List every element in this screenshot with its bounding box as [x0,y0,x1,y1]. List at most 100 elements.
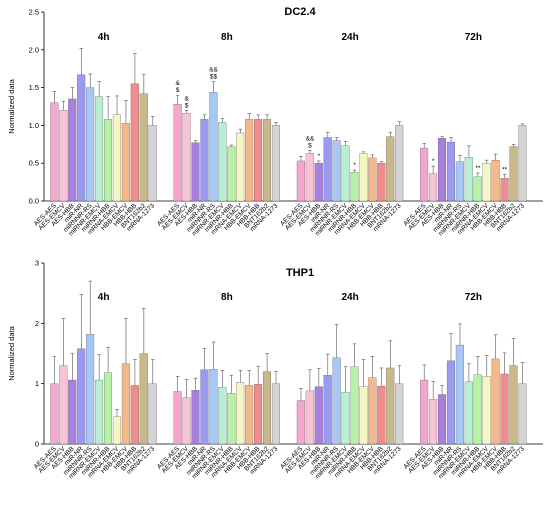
bar [395,383,404,445]
bar [209,91,218,202]
bar [482,376,491,445]
bar [200,119,209,202]
bar [148,383,157,445]
bar [86,87,95,202]
bar [130,83,139,202]
bar [182,397,191,445]
bar [103,119,113,202]
bar [59,110,68,202]
bar [420,147,429,202]
bar [359,153,368,202]
bar [218,122,227,202]
bar [429,173,438,202]
bar [262,119,272,202]
bar [209,369,218,445]
bar [112,114,121,202]
timepoint-label: 4h [98,32,110,43]
bar [341,145,350,202]
significance-mark: $ [185,102,189,109]
bar [121,363,130,445]
bar [254,384,263,445]
bar [473,176,482,202]
bar [305,390,314,445]
bar [191,142,200,202]
bar [148,125,157,202]
bar [359,386,368,445]
bar [227,393,236,445]
bar [464,157,473,202]
bar [139,93,148,202]
bar [377,385,386,445]
timepoint-label: 24h [342,32,359,43]
bar [482,163,491,202]
significance-mark: * [353,162,356,169]
bar [314,386,323,445]
bar [518,125,527,202]
bar [368,377,377,445]
bar [236,132,245,202]
significance-mark: & [184,95,189,102]
bar [173,104,182,202]
bar [121,122,130,202]
timepoint-label: 24h [342,292,359,303]
bar [296,400,305,445]
timepoint-label: 72h [465,292,482,303]
significance-mark: * [318,153,321,160]
bar [509,146,518,202]
bar [77,348,86,445]
bar [341,391,350,445]
y-tick-label: 1.5 [29,83,39,92]
timepoint-label: 8h [221,32,233,43]
bar [509,365,518,445]
bar [245,119,254,202]
bar [437,138,447,202]
significance-mark: $ [176,87,180,94]
bar [77,74,86,202]
bar [254,119,263,202]
bar [491,160,500,202]
timepoint-label: 8h [221,292,233,303]
bar [323,375,332,445]
significance-mark: $ [308,142,312,149]
bar [429,399,438,445]
bar [500,178,509,202]
bar [227,146,236,202]
bar [491,358,500,445]
significance-mark: & [176,80,181,87]
bar [455,344,464,445]
bar [103,372,113,445]
significance-mark: && [306,135,315,142]
bar [323,137,332,202]
bar [446,141,455,202]
bar [395,125,404,202]
y-axis-title: Normalized data [7,78,16,133]
bar [191,390,200,445]
bar [200,369,209,445]
bar [50,383,59,445]
bar [218,387,227,445]
bar [112,416,121,445]
chart-title-dc24: DC2.4 [284,6,316,18]
significance-mark: && [209,67,218,74]
bar [446,360,455,445]
bar [332,140,341,202]
bar [305,153,314,202]
timepoint-label: 4h [98,292,110,303]
bar [236,382,245,445]
bar [245,385,254,445]
bar [455,161,464,202]
bar [518,383,527,445]
bar [262,371,272,445]
bar [350,366,359,445]
y-tick-label: 2.0 [29,45,39,54]
bar [500,373,509,445]
bar [173,391,182,445]
significance-mark: * [432,158,435,165]
panel-dc24: DC2.4 0.0 0.5 1.0 1.5 2.0 2.5 Normalized data 4… [7,6,543,237]
timepoint-label: 72h [465,32,482,43]
bar [296,160,305,202]
significance-mark: $$ [210,74,218,81]
bar [332,357,341,445]
bar [130,385,139,445]
